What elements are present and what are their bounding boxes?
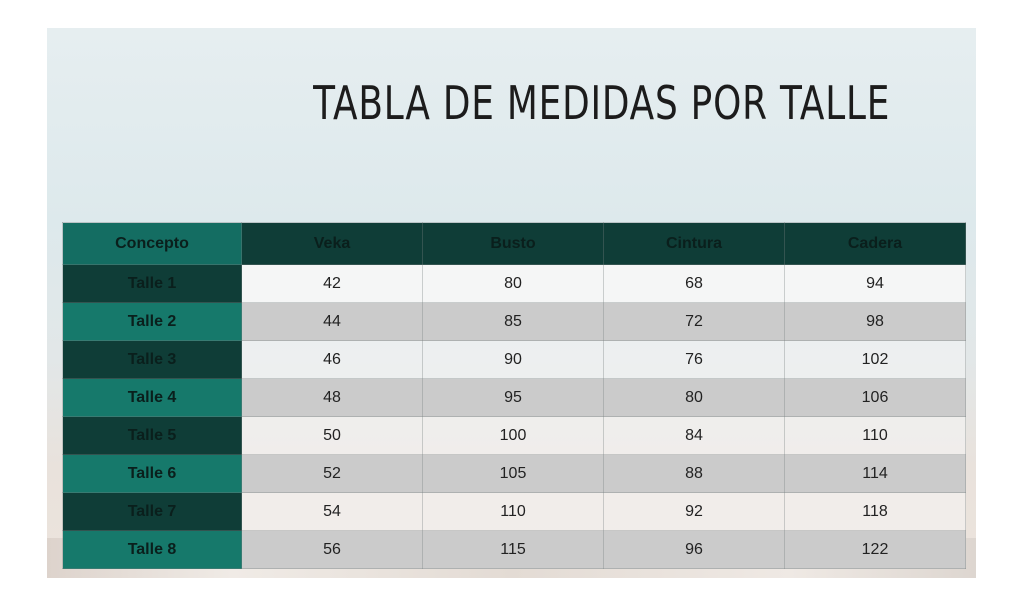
table-cell: 42: [241, 264, 423, 303]
table-cell: 84: [603, 416, 785, 455]
table-cell: 114: [784, 454, 966, 493]
header-cintura: Cintura: [603, 222, 785, 265]
table-cell: 68: [603, 264, 785, 303]
table-cell: 110: [784, 416, 966, 455]
table-row: Talle 7 54 110 92 118: [62, 492, 966, 531]
table-row: Talle 1 42 80 68 94: [62, 264, 966, 303]
table-cell: 110: [422, 492, 604, 531]
table-cell: 94: [784, 264, 966, 303]
slide: TABLA DE MEDIDAS POR TALLE Concepto Veka…: [47, 28, 976, 578]
table-cell: 100: [422, 416, 604, 455]
table-row: Talle 4 48 95 80 106: [62, 378, 966, 417]
table-row: Talle 6 52 105 88 114: [62, 454, 966, 493]
table-cell: 80: [603, 378, 785, 417]
header-concepto: Concepto: [62, 222, 242, 265]
table-cell: 54: [241, 492, 423, 531]
table-row: Talle 3 46 90 76 102: [62, 340, 966, 379]
size-table: Concepto Veka Busto Cintura Cadera Talle…: [62, 222, 966, 569]
row-label: Talle 8: [62, 530, 242, 569]
table-cell: 106: [784, 378, 966, 417]
table-cell: 96: [603, 530, 785, 569]
table-cell: 50: [241, 416, 423, 455]
table-cell: 76: [603, 340, 785, 379]
table-row: Talle 8 56 115 96 122: [62, 530, 966, 569]
row-label: Talle 5: [62, 416, 242, 455]
row-label: Talle 4: [62, 378, 242, 417]
row-label: Talle 1: [62, 264, 242, 303]
table-cell: 122: [784, 530, 966, 569]
table-cell: 118: [784, 492, 966, 531]
table-cell: 115: [422, 530, 604, 569]
header-cadera: Cadera: [784, 222, 966, 265]
table-cell: 46: [241, 340, 423, 379]
table-cell: 90: [422, 340, 604, 379]
table-cell: 92: [603, 492, 785, 531]
table-row: Talle 2 44 85 72 98: [62, 302, 966, 341]
page-title: TABLA DE MEDIDAS POR TALLE: [313, 76, 891, 130]
table-cell: 56: [241, 530, 423, 569]
table-cell: 102: [784, 340, 966, 379]
row-label: Talle 3: [62, 340, 242, 379]
row-label: Talle 6: [62, 454, 242, 493]
table-cell: 85: [422, 302, 604, 341]
table-cell: 95: [422, 378, 604, 417]
table-cell: 72: [603, 302, 785, 341]
table-cell: 80: [422, 264, 604, 303]
header-busto: Busto: [422, 222, 604, 265]
table-cell: 88: [603, 454, 785, 493]
table-cell: 98: [784, 302, 966, 341]
table-cell: 48: [241, 378, 423, 417]
table-cell: 52: [241, 454, 423, 493]
table-header-row: Concepto Veka Busto Cintura Cadera: [62, 222, 966, 265]
row-label: Talle 2: [62, 302, 242, 341]
row-label: Talle 7: [62, 492, 242, 531]
table-cell: 105: [422, 454, 604, 493]
table-cell: 44: [241, 302, 423, 341]
table-row: Talle 5 50 100 84 110: [62, 416, 966, 455]
header-veka: Veka: [241, 222, 423, 265]
